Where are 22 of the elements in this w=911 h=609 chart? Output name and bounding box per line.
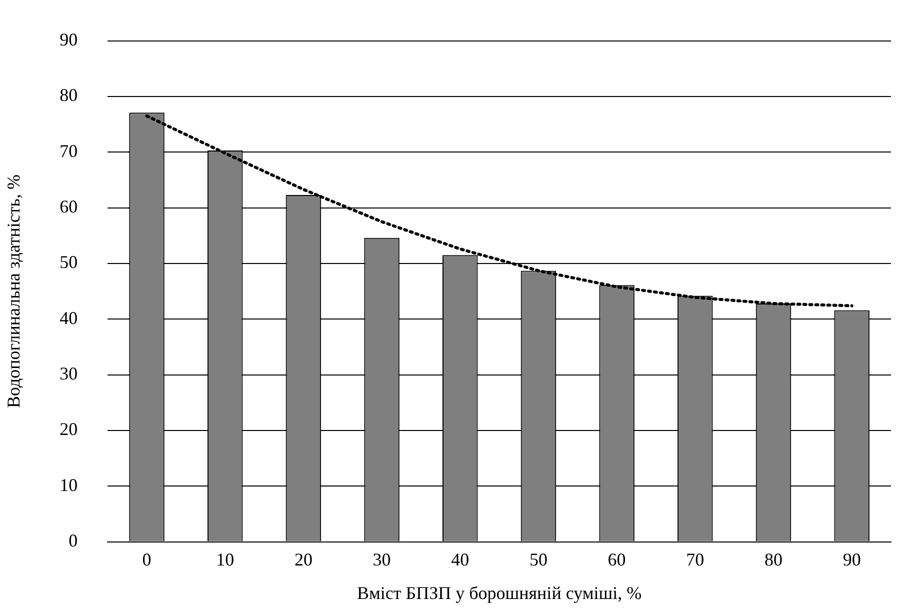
y-tick-label: 40	[60, 308, 78, 328]
y-tick-label: 90	[60, 30, 78, 50]
x-tick-label: 30	[372, 549, 391, 570]
y-tick-label: 20	[60, 419, 78, 440]
y-tick-label: 80	[60, 85, 78, 106]
y-tick-label: 10	[60, 474, 78, 495]
x-tick-label: 70	[686, 549, 704, 570]
x-tick-label: 60	[608, 549, 626, 570]
y-tick-label: 50	[60, 252, 78, 272]
y-tick-label: 60	[60, 196, 78, 217]
x-tick-label: 50	[529, 549, 548, 570]
x-tick-label: 0	[142, 549, 152, 570]
x-tick-label: 90	[842, 549, 861, 570]
x-axis-title: Вміст БПЗП у борошняній суміші, %	[357, 582, 642, 603]
y-tick-label: 0	[68, 530, 78, 551]
x-tick-label: 40	[451, 549, 470, 570]
y-axis-title: Водопоглинальна здатність, %	[4, 174, 24, 408]
y-tick-label: 30	[60, 364, 78, 384]
x-tick-label: 20	[294, 549, 312, 570]
y-tick-label: 70	[60, 140, 78, 161]
x-tick-label: 10	[216, 549, 234, 570]
x-tick-label: 80	[764, 549, 782, 570]
